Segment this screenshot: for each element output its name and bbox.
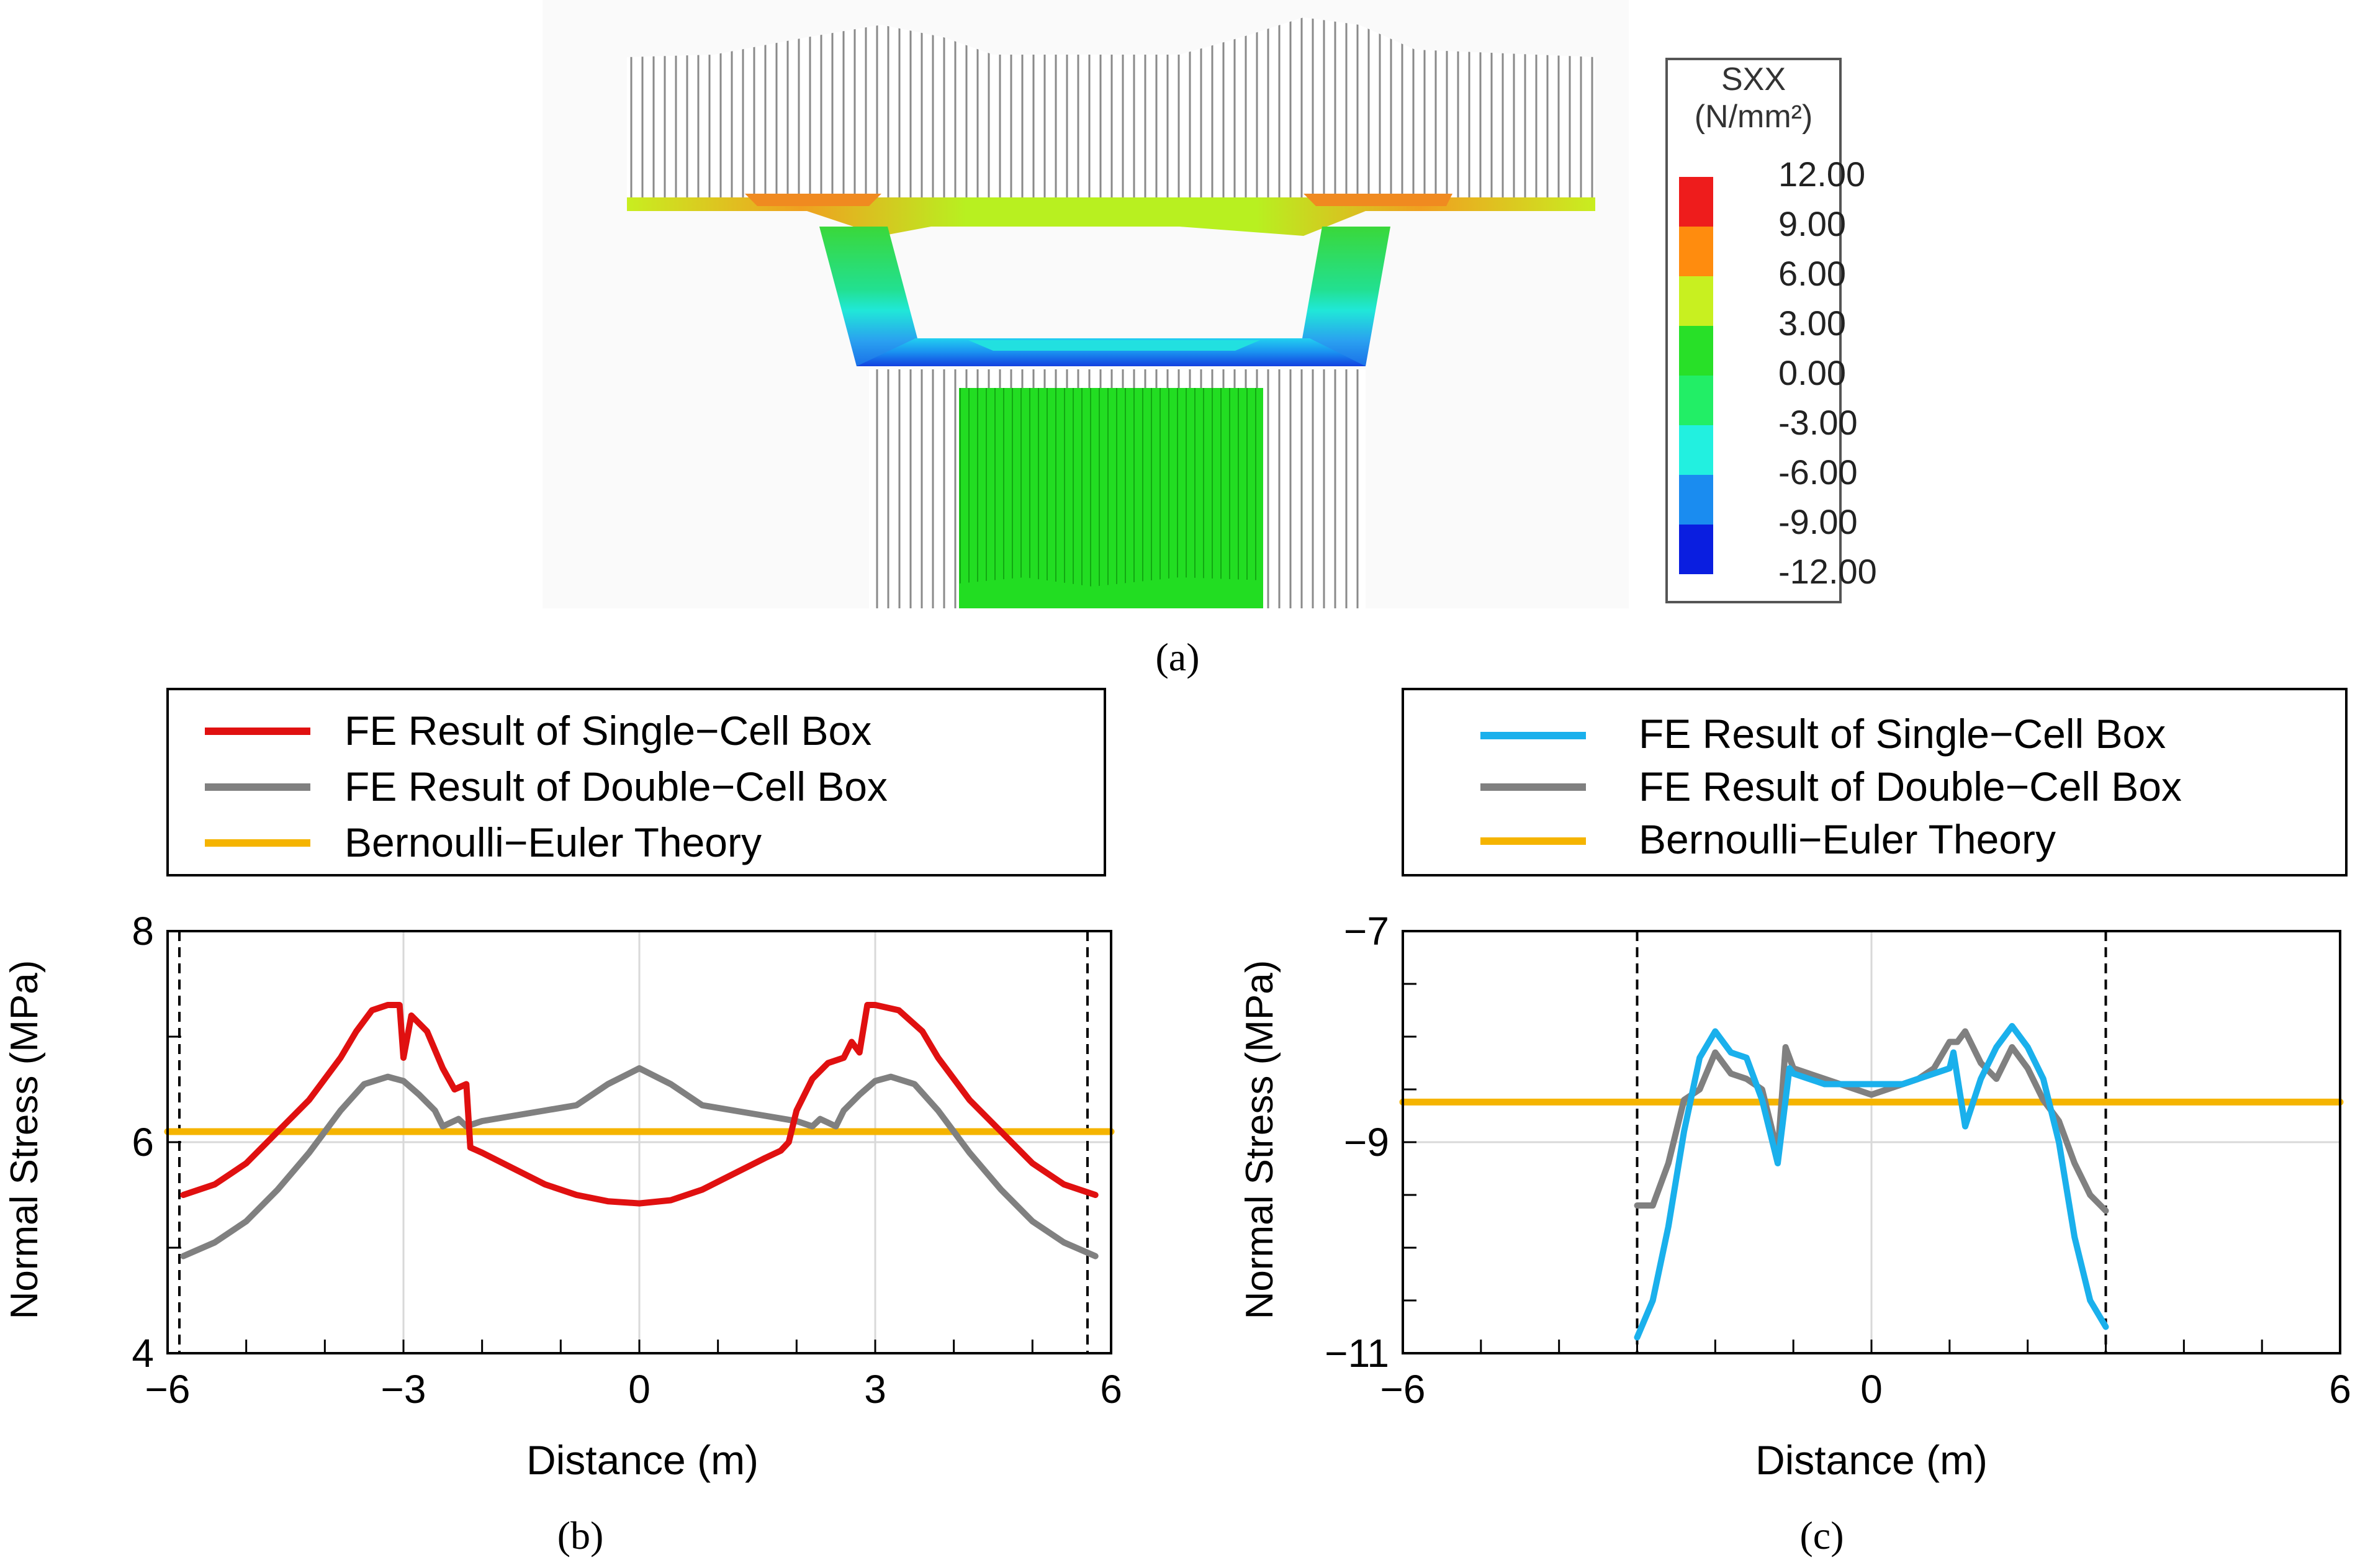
flange-hotspot-left [745,194,881,206]
chart-b: FE Result of Single−Cell Box FE Result o… [3,688,1122,1557]
legend-c: FE Result of Single−Cell Box FE Result o… [1402,688,2348,876]
x-tick-label: −6 [145,1367,191,1412]
legend-level-label: -12.00 [1778,552,1877,591]
x-tick-label: −3 [381,1367,426,1412]
x-tick-label: 0 [628,1367,651,1412]
legend-level-label: 6.00 [1778,254,1846,293]
legend-color-swatch [1679,177,1713,227]
legend-color-swatch [1679,326,1713,376]
y-tick-label: −9 [1344,1120,1389,1165]
legend-level-label: -9.00 [1778,502,1858,541]
plot-area-c: −6 0 6 −11 −9 −7 [1325,909,2351,1412]
legend-c-label-theory: Bernoulli−Euler Theory [1639,816,2056,862]
legend-color-swatch [1679,475,1713,525]
x-axis-label-c: Distance (m) [1755,1437,1988,1483]
legend-color-swatch [1679,525,1713,574]
x-tick-label: −6 [1380,1367,1426,1412]
legend-level-label: 12.00 [1778,155,1865,194]
bottom-slab-center [968,340,1260,351]
bottom-green-region [959,388,1263,608]
x-axis-label-b: Distance (m) [526,1437,759,1483]
y-axis-label-c: Normal Stress (MPa) [1238,960,1281,1320]
legend-b: FE Result of Single−Cell Box FE Result o… [166,688,1106,876]
x-tick-label: 6 [2329,1367,2351,1412]
plot-frame [1402,930,2341,1354]
plot-frame [166,930,1112,1354]
caption-a: (a) [1155,635,1199,679]
legend-title-line2: (N/mm²) [1695,99,1813,135]
chart-c: FE Result of Single−Cell Box FE Result o… [1238,688,2351,1557]
legend-b-label-theory: Bernoulli−Euler Theory [344,819,762,865]
legend-color-swatch [1679,425,1713,475]
legend-b-box [166,688,1106,876]
x-tick-label: 3 [864,1367,886,1412]
legend-b-label-single: FE Result of Single−Cell Box [344,708,871,754]
y-tick-label: −7 [1344,909,1389,953]
y-tick-label: 4 [132,1331,154,1376]
x-tick-label: 6 [1100,1367,1122,1412]
series-line-single-cell [1634,1023,2109,1341]
legend-c-label-single: FE Result of Single−Cell Box [1639,711,2166,757]
legend-b-label-double: FE Result of Double−Cell Box [344,764,888,809]
legend-level-label: 3.00 [1778,304,1846,343]
legend-level-label: -6.00 [1778,453,1858,492]
legend-color-swatch [1679,227,1713,276]
series-line-double-cell [180,1065,1099,1259]
legend-labels: 12.00 9.00 6.00 3.00 0.00 -3.00 -6.00 -9… [1778,155,1877,591]
bottom-green-outline [959,577,1263,608]
y-tick-label: 6 [132,1120,154,1165]
legend-color-swatch [1679,276,1713,326]
legend-swatches [1679,177,1713,574]
series-line-double-cell [1634,1028,2109,1214]
panel-a-contour-plot [543,0,1629,608]
legend-level-label: 0.00 [1778,353,1846,392]
y-axis-label-b: Normal Stress (MPa) [3,960,46,1320]
sxx-color-legend: SXX (N/mm²) 12.00 9.00 6.00 3.00 0.00 -3… [1665,58,1877,603]
legend-title-line1: SXX [1721,61,1786,97]
series-line-single-cell [180,1002,1099,1207]
x-tick-label: 0 [1860,1367,1883,1412]
top-flange [627,197,1595,236]
legend-color-swatch [1679,376,1713,425]
flange-hotspot-right [1304,194,1452,206]
legend-c-label-double: FE Result of Double−Cell Box [1639,764,2182,809]
legend-level-label: -3.00 [1778,403,1858,442]
top-stress-hatch [627,17,1595,199]
y-tick-label: 8 [132,909,154,953]
caption-b: (b) [557,1513,604,1557]
y-tick-label: −11 [1325,1331,1389,1376]
legend-level-label: 9.00 [1778,204,1846,243]
right-web [1297,227,1390,366]
plot-area-b: −6 −3 0 3 6 4 6 8 [132,909,1122,1412]
caption-c: (c) [1799,1513,1844,1557]
left-web [819,227,925,366]
